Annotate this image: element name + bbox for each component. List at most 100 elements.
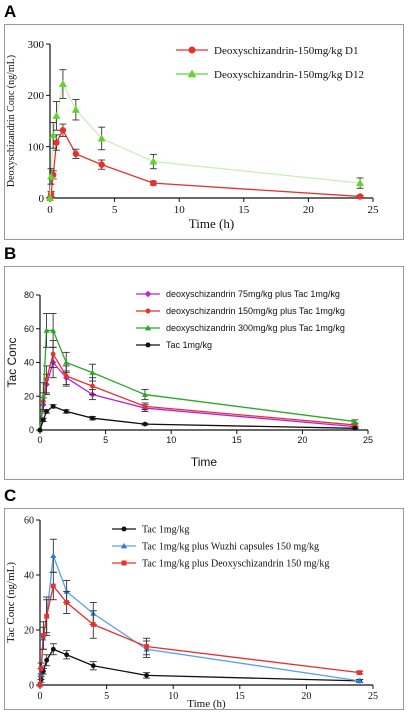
data-point: [356, 179, 365, 187]
x-tick-label: 20: [303, 204, 315, 216]
data-point: [63, 409, 69, 414]
data-point: [71, 105, 80, 113]
data-point: [72, 150, 80, 158]
x-tick-label: 0: [37, 435, 42, 445]
x-tick-label: 20: [297, 435, 307, 445]
y-tick-label: 0: [29, 681, 34, 692]
data-point: [44, 657, 50, 663]
series-line: [39, 329, 355, 431]
data-point: [150, 179, 157, 187]
data-point: [47, 172, 56, 180]
data-point: [64, 652, 70, 658]
data-point: [356, 677, 363, 684]
data-point: [44, 613, 50, 619]
data-point: [97, 134, 106, 142]
data-point: [356, 193, 364, 200]
data-point: [144, 672, 149, 678]
data-point: [89, 369, 96, 375]
y-tick-label: 60: [24, 324, 34, 334]
data-point: [50, 327, 57, 333]
y-axis-label: Tac Conc (ng/mL): [5, 562, 17, 643]
data-point: [351, 418, 358, 424]
x-tick-label: 20: [301, 691, 311, 702]
data-point: [49, 131, 58, 139]
y-axis-label: Deoxyschizandrin Conc (ng/mL): [6, 55, 17, 187]
x-tick-label: 0: [38, 691, 43, 702]
legend-marker: [144, 290, 152, 298]
y-tick-label: 0: [39, 193, 45, 205]
data-point: [52, 111, 61, 119]
legend-marker: [188, 46, 196, 54]
legend-label: deoxyschizandrin 300mg/kg plus Tac 1mg/k…: [166, 323, 345, 333]
legend-marker: [187, 69, 197, 78]
y-tick-label: 40: [24, 571, 34, 582]
data-point: [46, 194, 54, 201]
legend-label: Deoxyschizandrin-150mg/kg D1: [214, 45, 359, 57]
data-point: [40, 393, 47, 399]
x-tick-label: 25: [368, 691, 378, 702]
x-tick-label: 15: [232, 435, 242, 445]
y-tick-label: 40: [24, 358, 34, 368]
legend-label: Tac 1mg/kg plus Wuzhi capsules 150 mg/kg: [142, 542, 319, 553]
data-point: [50, 403, 56, 409]
x-tick-label: 10: [174, 204, 186, 216]
data-point: [144, 644, 149, 649]
y-axis-label: Tac Conc: [5, 337, 19, 387]
x-tick-label: 15: [235, 691, 245, 702]
data-point: [44, 376, 49, 382]
data-point: [142, 421, 148, 427]
legend-label: Tac 1mg/kg: [166, 340, 212, 350]
panel-a-frame: [4, 24, 404, 240]
data-point: [50, 351, 56, 357]
panel-label-c: C: [4, 486, 17, 505]
y-tick-label: 0: [29, 425, 34, 435]
data-point: [38, 666, 44, 671]
data-point: [357, 670, 363, 676]
data-point: [43, 327, 50, 333]
data-point: [63, 359, 70, 365]
legend-marker: [121, 526, 127, 532]
x-tick-label: 5: [104, 691, 109, 702]
x-axis-label: Time (h): [189, 216, 234, 231]
data-point: [58, 80, 67, 88]
data-point: [64, 600, 70, 605]
data-point: [37, 682, 43, 688]
legend-marker: [145, 308, 151, 314]
x-tick-label: 25: [363, 435, 373, 445]
series-line: [39, 584, 360, 686]
x-tick-label: 10: [166, 435, 176, 445]
legend-label: deoxyschizandrin 75mg/kg plus Tac 1mg/kg: [166, 289, 340, 299]
data-point: [40, 633, 46, 638]
panel-label-a: A: [4, 2, 17, 21]
x-tick-label: 5: [112, 204, 118, 216]
y-tick-label: 20: [24, 626, 34, 637]
data-point: [90, 383, 95, 389]
data-point: [98, 161, 105, 168]
x-axis-label: Time (h): [187, 698, 226, 710]
y-tick-label: 100: [28, 142, 45, 154]
x-tick-label: 25: [368, 204, 380, 216]
legend-marker: [145, 342, 151, 348]
y-tick-label: 20: [24, 391, 34, 401]
data-point: [44, 409, 49, 414]
x-tick-label: 5: [103, 435, 108, 445]
panel-label-b: B: [4, 244, 17, 263]
x-tick-label: 0: [47, 204, 53, 216]
data-point: [90, 415, 95, 421]
data-point: [63, 373, 69, 379]
data-point: [50, 646, 56, 652]
data-point: [53, 139, 60, 146]
data-point: [40, 417, 46, 423]
y-tick-label: 80: [24, 290, 34, 300]
y-tick-label: 300: [28, 39, 45, 51]
data-point: [90, 663, 96, 669]
x-tick-label: 10: [168, 691, 178, 702]
y-tick-label: 200: [28, 90, 45, 102]
x-axis-label: Time: [191, 455, 218, 469]
legend-label: Tac 1mg/kg plus Deoxyschizandrin 150 mg/…: [142, 559, 329, 570]
data-point: [59, 127, 67, 134]
data-point: [90, 622, 96, 627]
